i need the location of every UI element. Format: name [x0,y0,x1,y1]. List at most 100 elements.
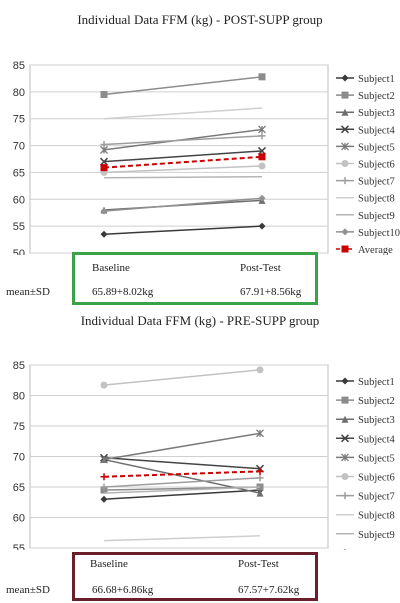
y-tick-label: 70 [13,452,25,464]
data-point-subject10 [100,207,108,215]
data-point-subject7 [256,474,264,482]
series-line-subject7 [103,477,261,488]
y-tick-label: 60 [13,194,25,206]
series-line-subject4 [103,150,263,163]
series-line-subject6 [103,165,263,174]
legend-label-subject8: Subject8 [358,511,395,522]
legend-label-subject6: Subject6 [358,473,395,484]
legend-marker-subject5 [341,453,349,462]
legend-label-subject6: Subject6 [358,160,395,171]
legend-label-subject1: Subject1 [358,74,395,85]
legend-label-subject2: Subject2 [358,91,395,102]
series-line-subject8 [103,107,263,120]
legend-label-average: Average [358,245,393,255]
legend-marker-subject2 [341,396,349,404]
legend-marker-average [341,245,349,253]
y-tick-label: 85 [13,360,25,372]
chart-title-post-supp: Individual Data FFM (kg) - POST-SUPP gro… [77,12,323,27]
series-line-subject1 [103,225,263,235]
data-point-subject7 [258,132,266,140]
legend-marker-subject3 [341,415,349,423]
series-line-subject4 [103,456,261,470]
legend-label-subject8: Subject8 [358,194,395,205]
legend-label-subject5: Subject5 [358,453,395,464]
data-point-subject5 [258,125,266,134]
legend-label-subject1: Subject1 [358,377,395,388]
data-point-subject6 [100,381,108,389]
data-point-subject5 [100,455,108,464]
data-point-subject1 [100,495,108,503]
data-point-subject2 [258,73,266,81]
posttest-value: 67.57+7.62kg [238,584,300,596]
series-line-subject7 [103,135,263,146]
legend-marker-subject5 [341,142,349,151]
baseline-header: Baseline [90,558,128,570]
data-point-average [256,467,264,475]
series-line-subject1 [103,489,261,500]
summary-box-post-supp [72,252,318,305]
y-tick-label: 50 [13,248,25,255]
y-tick-label: 55 [13,221,25,233]
mean-sd-label: mean±SD [6,584,50,596]
legend-label-subject7: Subject7 [358,492,395,503]
legend-label-average: Average [358,549,393,550]
y-tick-label: 60 [13,513,25,525]
data-point-subject6 [256,366,264,374]
data-point-subject6 [258,162,266,170]
series-line-average [103,470,261,478]
mean-sd-label: mean±SD [6,286,50,298]
y-tick-label: 65 [13,482,25,494]
legend-marker-subject6 [341,160,349,167]
posttest-header: Post-Test [238,558,279,570]
data-point-subject4 [257,146,267,155]
data-point-subject1 [100,230,108,238]
data-point-subject5 [256,429,264,438]
legend-marker-subject1 [341,74,349,82]
legend-marker-subject2 [341,91,349,99]
chart-post-supp: 50 55 60 65 70 75 80 85 Subject1 Subject2 Subject3… [13,60,400,255]
y-tick-label: 80 [13,87,25,99]
legend-label-subject3: Subject3 [358,415,395,426]
series-line-subject2 [103,76,263,96]
series-line-subject10 [103,197,263,212]
series-line-subject5 [103,432,261,461]
y-tick-label: 85 [13,60,25,72]
plot-area [29,64,329,254]
chart-pre-supp: 55 60 65 70 75 80 85 Subject1 Subject2 Subject3 Su… [13,360,395,550]
posttest-value: 67.91+8.56kg [240,286,302,298]
series-line-subject9 [103,486,261,494]
series-line-subject9 [103,175,263,179]
data-point-subject1 [258,222,266,230]
legend-label-subject4: Subject4 [358,125,395,136]
legend-label-subject9: Subject9 [358,530,395,541]
chart-title-pre-supp: Individual Data FFM (kg) - PRE-SUPP grou… [80,313,320,328]
data-point-subject10 [258,194,266,202]
data-point-subject7 [100,140,108,148]
legend-marker-subject4 [340,125,350,134]
legend-marker-subject4 [340,434,350,443]
y-tick-label: 75 [13,421,25,433]
series-line-average [103,155,263,169]
legend-label-subject4: Subject4 [358,434,395,445]
y-tick-label: 70 [13,141,25,153]
data-point-subject7 [100,483,108,491]
legend-label-subject3: Subject3 [358,108,395,119]
data-point-average [100,473,108,481]
legend-marker-subject3 [341,108,349,116]
baseline-value: 66.68+6.86kg [92,584,154,596]
series-line-subject6 [103,369,261,386]
legend-label-subject7: Subject7 [358,177,395,188]
data-point-subject3 [256,489,264,497]
series-line-subject8 [103,535,261,542]
data-point-average [100,164,108,172]
posttest-header: Post-Test [240,262,281,274]
summary-box-pre-supp [72,552,318,601]
data-point-subject2 [100,91,108,99]
legend-label-subject10: Subject10 [358,228,400,239]
y-tick-label: 65 [13,167,25,179]
y-tick-label: 55 [13,543,25,550]
legend-marker-subject10 [341,228,349,236]
data-point-subject4 [99,157,109,166]
baseline-value: 65.89+8.02kg [92,286,154,298]
y-tick-label: 80 [13,391,25,403]
